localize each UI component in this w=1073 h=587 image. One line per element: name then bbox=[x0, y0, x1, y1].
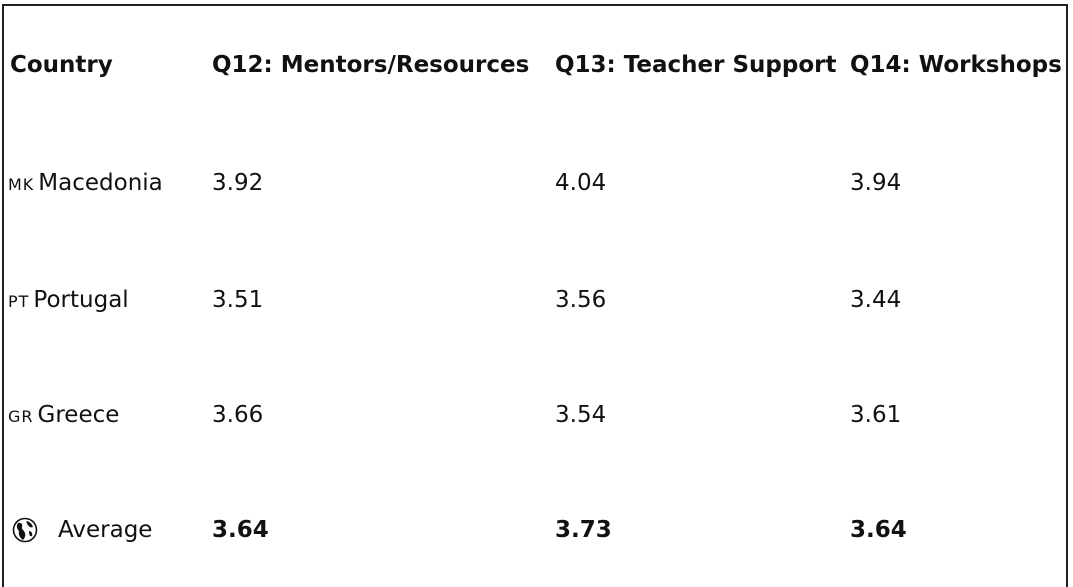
value-cell: 3.66 bbox=[212, 402, 264, 428]
value-cell: 3.64 bbox=[850, 517, 907, 543]
country-cell: PT Portugal bbox=[8, 287, 129, 313]
country-name: Portugal bbox=[33, 287, 129, 313]
value-cell: 3.94 bbox=[850, 170, 902, 196]
value-cell: 3.92 bbox=[212, 170, 264, 196]
flag-code: MK bbox=[8, 175, 35, 194]
value-cell: 3.54 bbox=[555, 402, 607, 428]
flag-code: PT bbox=[8, 292, 30, 311]
value-cell: 3.51 bbox=[212, 287, 264, 313]
country-cell: MK Macedonia bbox=[8, 170, 163, 196]
globe-icon bbox=[12, 517, 38, 543]
country-cell: Average bbox=[58, 517, 152, 543]
country-cell: GR Greece bbox=[8, 402, 119, 428]
header-cell: Q14: Workshops bbox=[850, 52, 1062, 78]
header-cell: Q13: Teacher Support bbox=[555, 52, 837, 78]
value-cell: 3.64 bbox=[212, 517, 269, 543]
table-frame bbox=[2, 4, 1068, 587]
value-cell: 3.56 bbox=[555, 287, 607, 313]
country-name: Greece bbox=[37, 402, 120, 428]
value-cell: 3.44 bbox=[850, 287, 902, 313]
value-cell: 3.61 bbox=[850, 402, 902, 428]
value-cell: 4.04 bbox=[555, 170, 607, 196]
header-cell: Q12: Mentors/Resources bbox=[212, 52, 530, 78]
country-name: Average bbox=[58, 517, 153, 543]
flag-code: GR bbox=[8, 407, 34, 426]
header-cell: Country bbox=[10, 52, 113, 78]
country-name: Macedonia bbox=[38, 170, 163, 196]
value-cell: 3.73 bbox=[555, 517, 612, 543]
